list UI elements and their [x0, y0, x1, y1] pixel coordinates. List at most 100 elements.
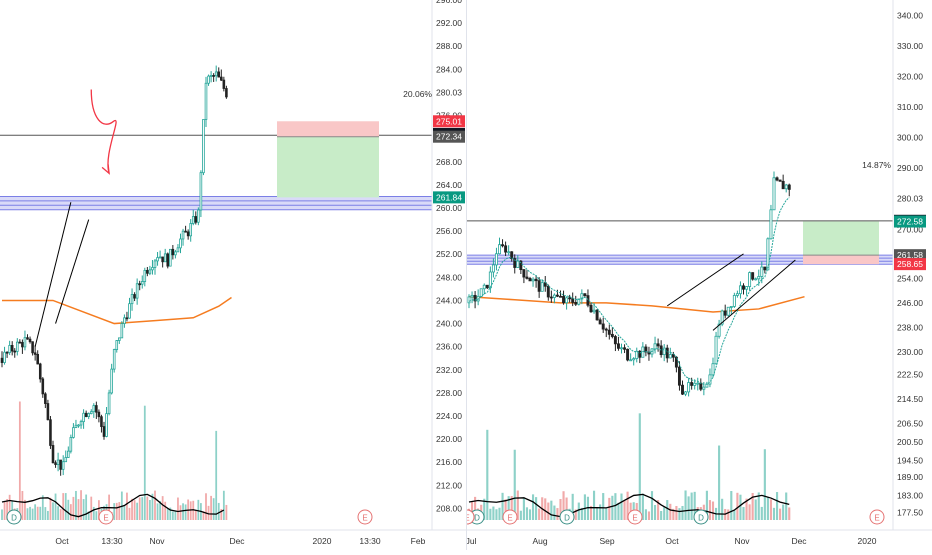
chart-panel-left[interactable]: DEE296.00292.00288.00284.00280.03276.002… — [0, 0, 466, 550]
volume-bar — [18, 401, 21, 520]
volume-bar — [711, 501, 715, 520]
candle-body — [671, 354, 675, 358]
price-badge-label: 261.58 — [897, 250, 923, 260]
candle-body — [214, 71, 218, 77]
volume-bar — [507, 496, 510, 520]
candle-body — [525, 276, 529, 279]
candle-body — [133, 294, 136, 299]
x-tick-label: Nov — [734, 536, 750, 546]
candle-body — [8, 345, 11, 353]
y-tick-label: 212.00 — [436, 480, 462, 490]
volume-ma-line — [468, 493, 790, 518]
volume-bar — [222, 490, 225, 520]
y-tick-label: 270.00 — [897, 224, 923, 234]
projection-arrow-head — [101, 164, 110, 175]
candle-body — [473, 294, 477, 302]
y-tick-label: 340.00 — [897, 10, 923, 20]
target-zone — [803, 221, 879, 256]
volume-bar — [138, 497, 141, 520]
candle-body — [501, 244, 505, 247]
candle-body — [212, 75, 215, 77]
volume-bar — [95, 511, 98, 520]
candle-body — [629, 359, 633, 362]
candle-body — [163, 253, 167, 263]
candle-body — [158, 256, 162, 259]
candle-body — [781, 180, 785, 190]
volume-bar — [202, 511, 205, 520]
candle-body — [191, 216, 195, 224]
candle-body — [507, 251, 511, 254]
volume-bar — [210, 495, 212, 520]
volume-bar — [205, 493, 207, 520]
volume-bar — [681, 505, 684, 520]
volume-bar — [49, 497, 52, 520]
volume-bar — [156, 503, 159, 520]
y-tick-label: 300.00 — [897, 133, 923, 143]
event-label: D — [564, 514, 570, 523]
candle-body — [546, 285, 550, 298]
volume-bar — [547, 502, 550, 520]
candle-body — [61, 461, 65, 470]
event-label: E — [103, 514, 108, 523]
candle-body — [653, 343, 657, 350]
candle-body — [559, 295, 562, 298]
candle-body — [784, 184, 788, 190]
target-zone — [277, 136, 379, 198]
percent-label: 14.87% — [862, 160, 891, 170]
volume-bar — [54, 493, 57, 520]
y-tick-label: 183.00 — [897, 491, 923, 501]
y-tick-label: 288.00 — [436, 41, 462, 51]
volume-bar — [26, 508, 29, 520]
volume-bar — [143, 405, 146, 520]
chart-right-svg[interactable]: DEDEDEDEE340.00330.00320.00310.00300.002… — [459, 0, 932, 550]
volume-bar — [788, 507, 791, 520]
candle-body — [537, 280, 541, 292]
volume-bar — [118, 502, 121, 520]
volume-bar — [474, 496, 477, 520]
candle-body — [696, 382, 700, 385]
support-zone — [0, 196, 432, 210]
candle-body — [120, 323, 124, 339]
x-tick-label: 2020 — [313, 536, 332, 546]
x-tick-label: Oct — [55, 536, 69, 546]
candle-body — [562, 296, 566, 304]
y-tick-label: 228.00 — [436, 388, 462, 398]
candle-body — [583, 293, 587, 297]
chart-left-svg[interactable]: DEE296.00292.00288.00284.00280.03276.002… — [0, 0, 466, 550]
chart-panel-right[interactable]: DEDEDEDEE340.00330.00320.00310.00300.002… — [459, 0, 932, 550]
moving-average-line — [468, 295, 805, 313]
volume-bar — [179, 505, 182, 520]
volume-bar — [184, 504, 187, 520]
candle-body — [699, 382, 703, 390]
volume-bar — [36, 506, 39, 520]
candle-body — [46, 403, 50, 421]
candle-body — [729, 306, 733, 308]
volume-bar — [489, 508, 492, 520]
candle-body — [13, 350, 17, 353]
volume-bar — [470, 501, 474, 520]
volume-bar — [574, 509, 577, 520]
candle-body — [690, 382, 694, 386]
candle-body — [589, 304, 593, 313]
candle-body — [51, 445, 55, 464]
volume-bar — [161, 496, 164, 520]
volume-bar — [620, 493, 623, 520]
volume-bar — [486, 429, 489, 520]
volume-bar — [182, 503, 184, 520]
candle-body — [580, 293, 584, 300]
volume-bar — [605, 508, 608, 520]
candle-body — [522, 269, 526, 278]
candle-body — [225, 88, 228, 98]
candle-body — [31, 341, 34, 354]
candle-body — [745, 286, 749, 290]
volume-bar — [197, 499, 200, 520]
candle-body — [623, 347, 627, 350]
candle-body — [123, 317, 126, 324]
volume-bar — [647, 511, 651, 520]
volume-bar — [123, 506, 126, 520]
volume-bar — [614, 493, 617, 520]
volume-bar — [690, 492, 693, 520]
candle-body — [607, 329, 611, 335]
candle-body — [620, 347, 623, 350]
price-badge — [433, 130, 465, 143]
